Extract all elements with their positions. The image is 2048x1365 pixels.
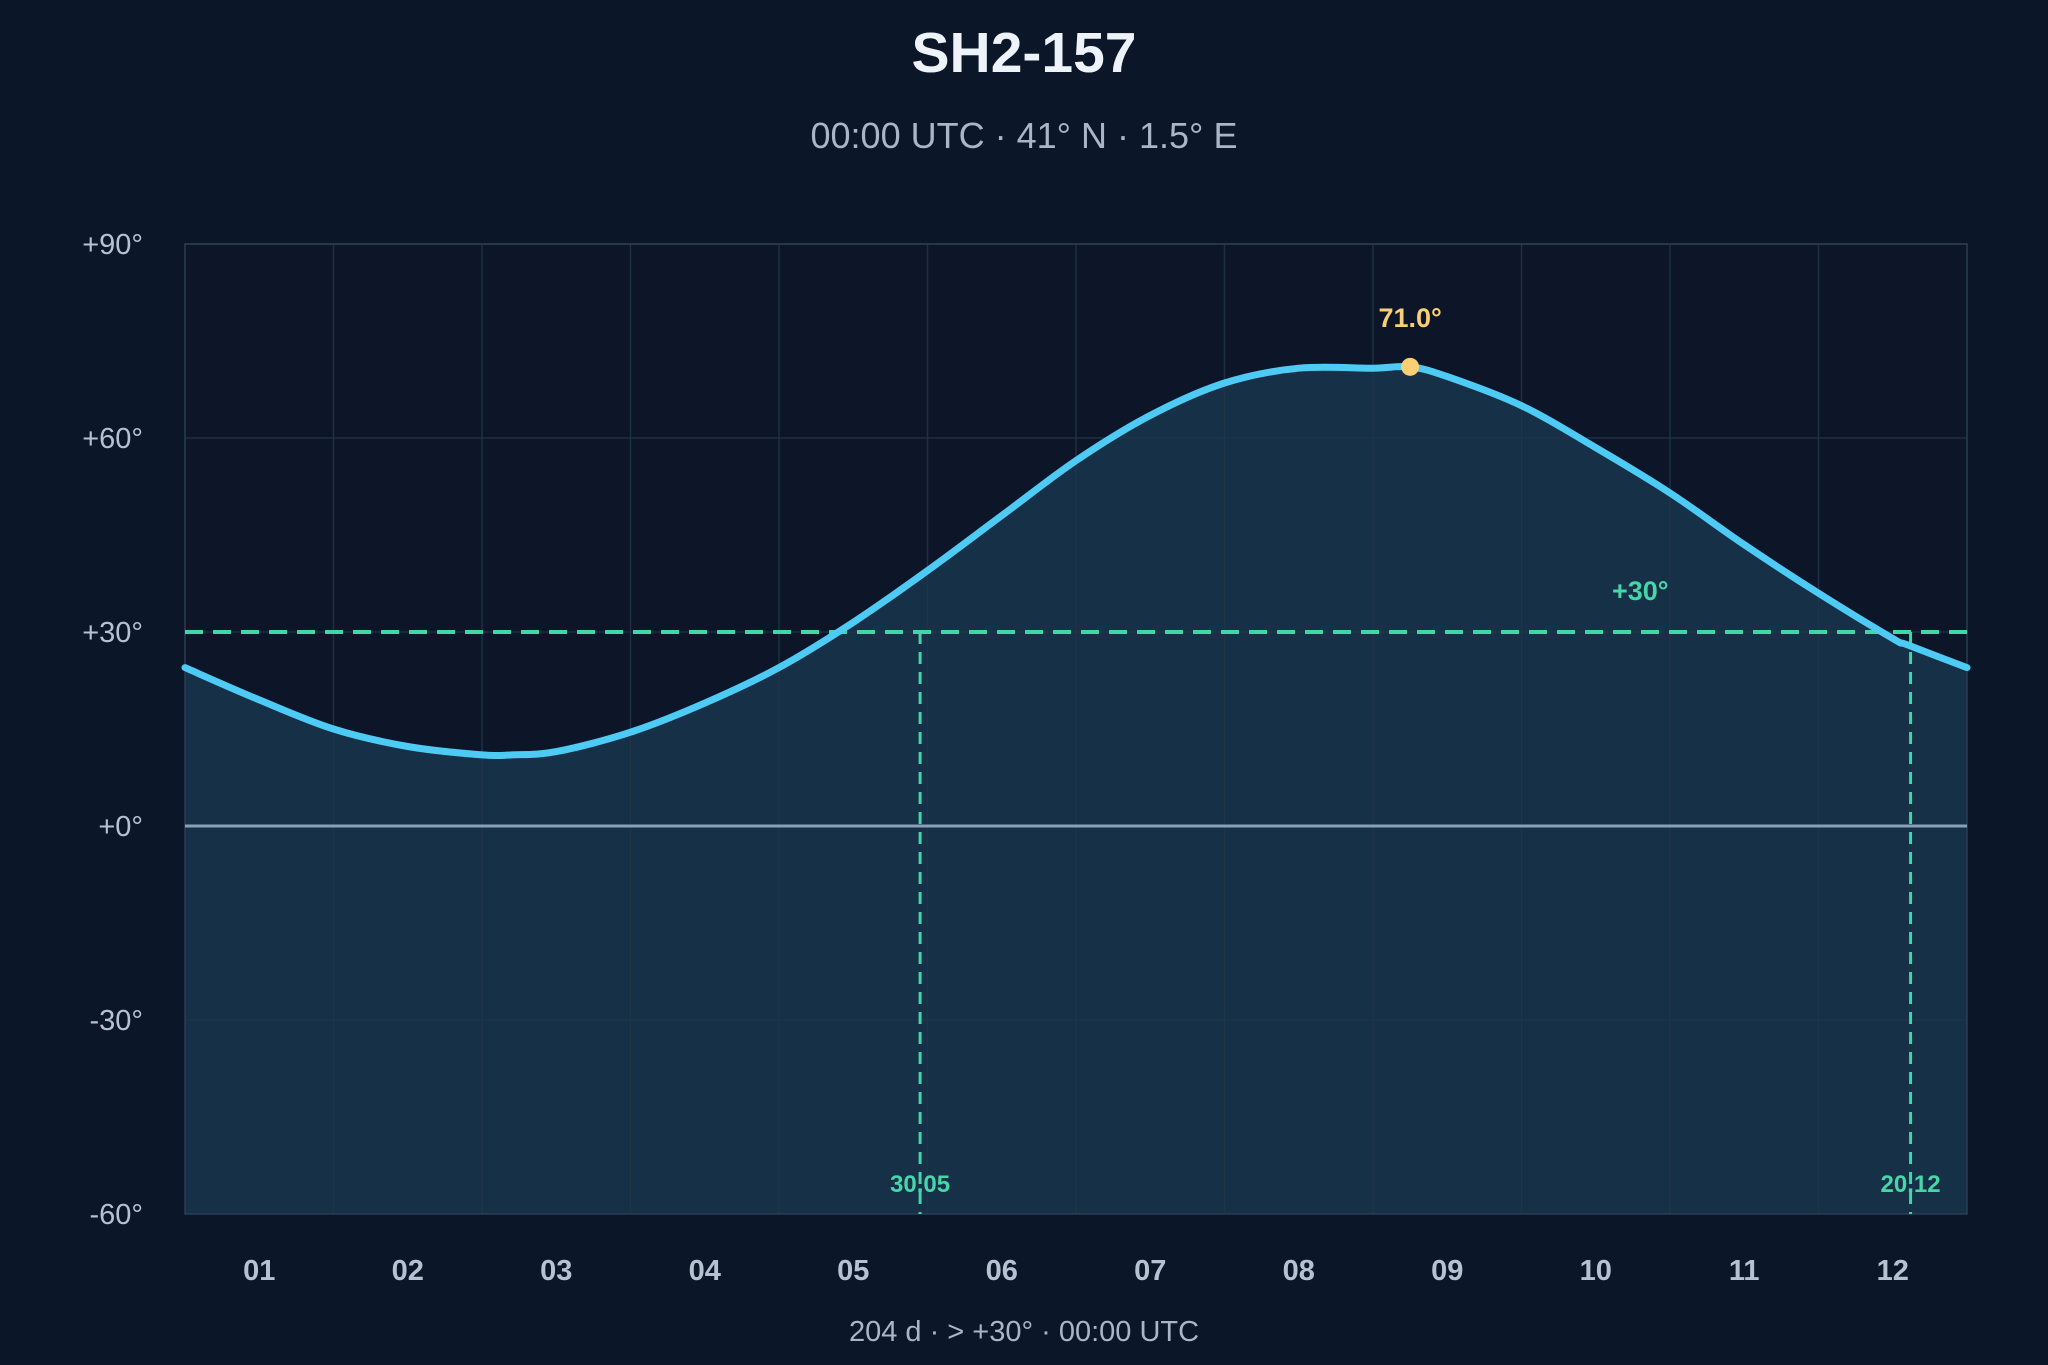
x-tick-label: 11 [1729,1255,1760,1287]
crossing-label: 20.12 [1881,1171,1941,1198]
altitude-line [181,362,1971,760]
chart-footer: 204 d · > +30° · 00:00 UTC [849,1316,1199,1348]
x-tick-label: 09 [1431,1255,1463,1287]
y-tick-label: -60° [89,1199,143,1231]
x-tick-label: 05 [837,1255,869,1287]
plot-area: +30° 30.05 20.12 71.0° +90° +60° +30° +0° -30° -6… [82,229,1971,1287]
y-tick-label: +60° [82,423,143,455]
x-tick-label: 04 [689,1255,721,1287]
plot-frame [184,243,1968,1215]
y-tick-label: -30° [89,1005,143,1037]
y-tick-label: +0° [98,811,143,843]
chart-subtitle: 00:00 UTC · 41° N · 1.5° E [811,115,1238,156]
peak-label: 71.0° [1378,303,1441,333]
x-tick-label: 08 [1283,1255,1315,1287]
x-tick-label: 02 [392,1255,424,1287]
x-tick-label: 12 [1877,1255,1909,1287]
x-tick-label: 07 [1134,1255,1166,1287]
crossing-label: 30.05 [890,1171,950,1198]
x-tick-label: 06 [986,1255,1018,1287]
x-tick-label: 10 [1580,1255,1612,1287]
x-tick-label: 01 [243,1255,275,1287]
threshold-label: +30° [1612,576,1669,606]
chart-title: SH2-157 [912,21,1137,85]
peak-marker [1401,357,1420,376]
y-tick-label: +90° [82,229,143,261]
y-tick-label: +30° [82,617,143,649]
x-tick-label: 03 [540,1255,572,1287]
